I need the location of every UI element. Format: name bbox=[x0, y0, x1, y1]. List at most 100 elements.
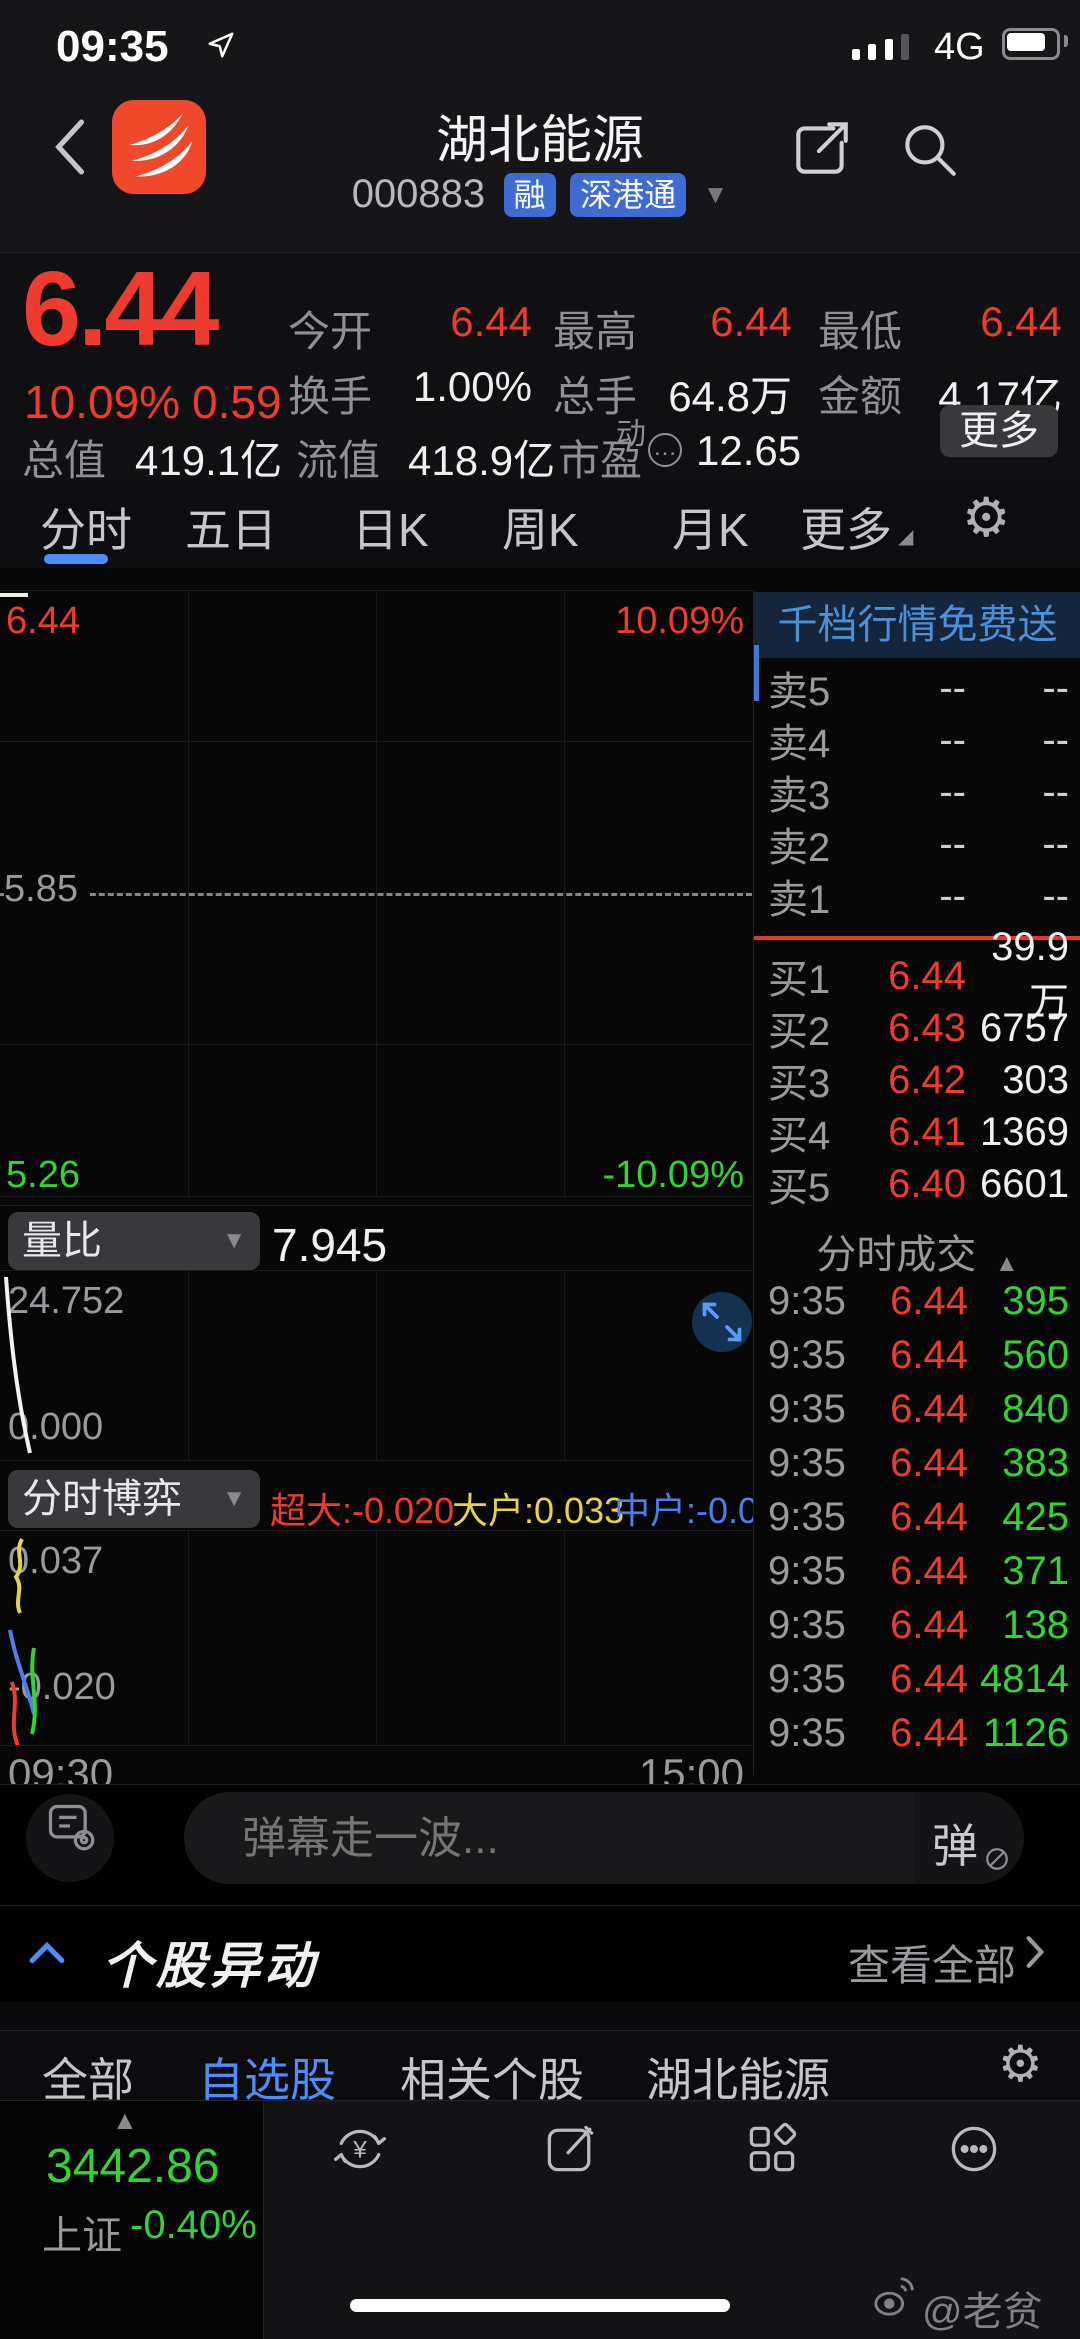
change-value: 0.59 bbox=[192, 376, 282, 428]
trade-tick-row: 9:35 6.44 425 bbox=[768, 1494, 1069, 1539]
tab-minute[interactable]: 分时 bbox=[40, 504, 132, 556]
header: 湖北能源 000883 融 深港通 ▼ bbox=[0, 90, 1080, 253]
tab-more-corner-icon: ◢ bbox=[898, 526, 914, 548]
stat-value: 64.8万 bbox=[668, 373, 792, 420]
price-line bbox=[0, 593, 28, 597]
axis-min-price: 5.26 bbox=[6, 1154, 80, 1196]
margin-badge: 融 bbox=[503, 172, 556, 217]
subtitle-caret-icon[interactable]: ▼ bbox=[702, 179, 729, 209]
bid-ask-divider bbox=[754, 936, 1080, 940]
trade-tick-row: 9:35 6.44 4814 bbox=[768, 1656, 1069, 1701]
tab-watchlist[interactable]: 自选股 bbox=[198, 2054, 336, 2106]
last-price: 6.44 bbox=[22, 250, 219, 368]
status-bar: 09:35 4G bbox=[0, 0, 1080, 90]
svg-text:¥: ¥ bbox=[352, 2136, 367, 2163]
post-icon[interactable] bbox=[540, 2119, 600, 2179]
stat-value: 418.9亿 bbox=[408, 437, 556, 484]
stat-value: 6.44 bbox=[980, 298, 1062, 345]
stock-list-tab-bar: 全部 自选股 相关个股 湖北能源 ⚙ bbox=[0, 2031, 1080, 2106]
pe-label: 市盈 bbox=[558, 437, 643, 484]
tab-5day[interactable]: 五日 bbox=[185, 504, 277, 556]
trade-ticks-list[interactable]: 9:35 6.44 395 9:35 6.44 560 9:35 6.44 840 9:35… bbox=[754, 1274, 1080, 1760]
order-book-panel: 千档行情免费送 卖5 -- -- 卖4 -- -- 卖3 -- -- 卖2 -- -- 卖1 --… bbox=[753, 590, 1080, 1775]
legend-large: 大户:0.033 bbox=[452, 1490, 625, 1531]
tab-all[interactable]: 全部 bbox=[42, 2054, 134, 2106]
home-indicator bbox=[350, 2299, 730, 2312]
tab-daily-k[interactable]: 日K bbox=[352, 504, 429, 556]
danmu-input[interactable] bbox=[240, 1792, 864, 1886]
axis-mid-price: 5.85 bbox=[4, 868, 88, 911]
buy-level-row[interactable]: 买4 6.41 1369 bbox=[768, 1109, 1069, 1159]
trade-tick-row: 9:35 6.44 840 bbox=[768, 1386, 1069, 1431]
pe-value: 12.65 bbox=[696, 427, 802, 474]
stat-label: 最低 bbox=[818, 308, 903, 355]
chevron-right-icon bbox=[1026, 1936, 1045, 1968]
sell-level-row[interactable]: 卖4 -- -- bbox=[768, 717, 1069, 767]
trade-tick-row: 9:35 6.44 383 bbox=[768, 1440, 1069, 1485]
location-icon bbox=[206, 30, 236, 65]
trade-tick-row: 9:35 6.44 1126 bbox=[768, 1710, 1069, 1755]
volume-ratio-selector[interactable]: 量比 ▼ bbox=[8, 1212, 260, 1270]
tab-more[interactable]: 更多 bbox=[800, 504, 892, 556]
buy-level-row[interactable]: 买1 6.44 39.9万 bbox=[768, 924, 1069, 1025]
caret-down-icon: ▼ bbox=[222, 1227, 246, 1254]
watermark-text: @老贫农- bbox=[922, 2290, 1043, 2334]
tab-monthly-k[interactable]: 月K bbox=[672, 504, 749, 556]
volume-ratio-curve bbox=[4, 1276, 32, 1454]
collapse-up-icon[interactable] bbox=[28, 1938, 66, 1966]
avg-price-dashed-line bbox=[0, 893, 752, 896]
sell-level-row[interactable]: 卖5 -- -- bbox=[768, 665, 1069, 715]
danmu-input-pill[interactable]: 弹 bbox=[184, 1792, 1024, 1886]
index-quote-block[interactable]: ▲ 3442.86 上证 -0.40% bbox=[0, 2101, 264, 2339]
level2-ad-banner[interactable]: 千档行情免费送 bbox=[754, 592, 1080, 658]
signal-icon bbox=[852, 34, 910, 60]
buy-level-row[interactable]: 买3 6.42 303 bbox=[768, 1057, 1069, 1107]
trade-tick-row: 9:35 6.44 138 bbox=[768, 1602, 1069, 1647]
back-icon[interactable] bbox=[52, 118, 86, 181]
sell-level-row[interactable]: 卖2 -- -- bbox=[768, 821, 1069, 871]
chart-settings-gear-icon[interactable]: ⚙ bbox=[962, 488, 1011, 548]
game-selector[interactable]: 分时博弈 ▼ bbox=[8, 1470, 260, 1528]
buy-level-row[interactable]: 买2 6.43 6757 bbox=[768, 1005, 1069, 1055]
view-all-link[interactable]: 查看全部 bbox=[848, 1942, 1017, 1989]
comment-list-button[interactable] bbox=[26, 1794, 114, 1882]
functions-icon[interactable] bbox=[742, 2119, 802, 2179]
pe-dynamic-sup: 动 bbox=[616, 418, 646, 451]
tab-current-stock[interactable]: 湖北能源 bbox=[646, 2054, 830, 2106]
trade-icon[interactable]: ¥ bbox=[330, 2119, 390, 2179]
trade-tick-row: 9:35 6.44 371 bbox=[768, 1548, 1069, 1593]
danmu-toggle[interactable]: 弹 bbox=[914, 1792, 1024, 1884]
search-icon[interactable] bbox=[896, 116, 962, 187]
tab-related-stocks[interactable]: 相关个股 bbox=[400, 2054, 584, 2106]
index-caret-icon: ▲ bbox=[112, 2105, 138, 2135]
share-icon[interactable] bbox=[788, 116, 854, 187]
movement-section: 个股异动 查看全部 bbox=[0, 1906, 1080, 2002]
sell-level-row[interactable]: 卖1 -- -- bbox=[768, 873, 1069, 923]
active-tab-underline bbox=[44, 554, 108, 564]
pe-info-icon[interactable]: … bbox=[648, 433, 682, 467]
stat-label: 流值 bbox=[296, 437, 381, 484]
index-name: 上证 bbox=[42, 2214, 122, 2258]
network-type: 4G bbox=[934, 26, 985, 68]
add-watchlist-icon[interactable] bbox=[944, 2119, 1004, 2179]
axis-max-percent: 10.09% bbox=[615, 600, 744, 642]
trades-header[interactable]: 分时成交 ▲ bbox=[754, 1222, 1080, 1277]
status-time: 09:35 bbox=[56, 22, 169, 71]
game-axis-max: 0.037 bbox=[8, 1540, 104, 1582]
buy-level-row[interactable]: 买5 6.40 6601 bbox=[768, 1161, 1069, 1211]
app-logo-icon[interactable] bbox=[112, 100, 206, 194]
volume-ratio-value: 7.945 bbox=[272, 1219, 388, 1271]
game-selector-label: 分时博弈 bbox=[22, 1477, 182, 1521]
game-curves-others bbox=[8, 1629, 37, 1747]
legend-medium: 中户:-0.005 bbox=[614, 1490, 799, 1531]
panel-scrollbar[interactable] bbox=[754, 645, 759, 701]
list-settings-gear-icon[interactable]: ⚙ bbox=[998, 2036, 1043, 2092]
sell-level-row[interactable]: 卖3 -- -- bbox=[768, 769, 1069, 819]
legend-super-large: 超大:-0.020 bbox=[270, 1490, 455, 1531]
page-title: 湖北能源 bbox=[435, 112, 644, 170]
expand-chart-button[interactable] bbox=[692, 1292, 752, 1352]
more-stats-button[interactable]: 更多 bbox=[940, 405, 1058, 457]
danmu-off-icon bbox=[986, 1848, 1008, 1870]
tab-weekly-k[interactable]: 周K bbox=[502, 504, 579, 556]
